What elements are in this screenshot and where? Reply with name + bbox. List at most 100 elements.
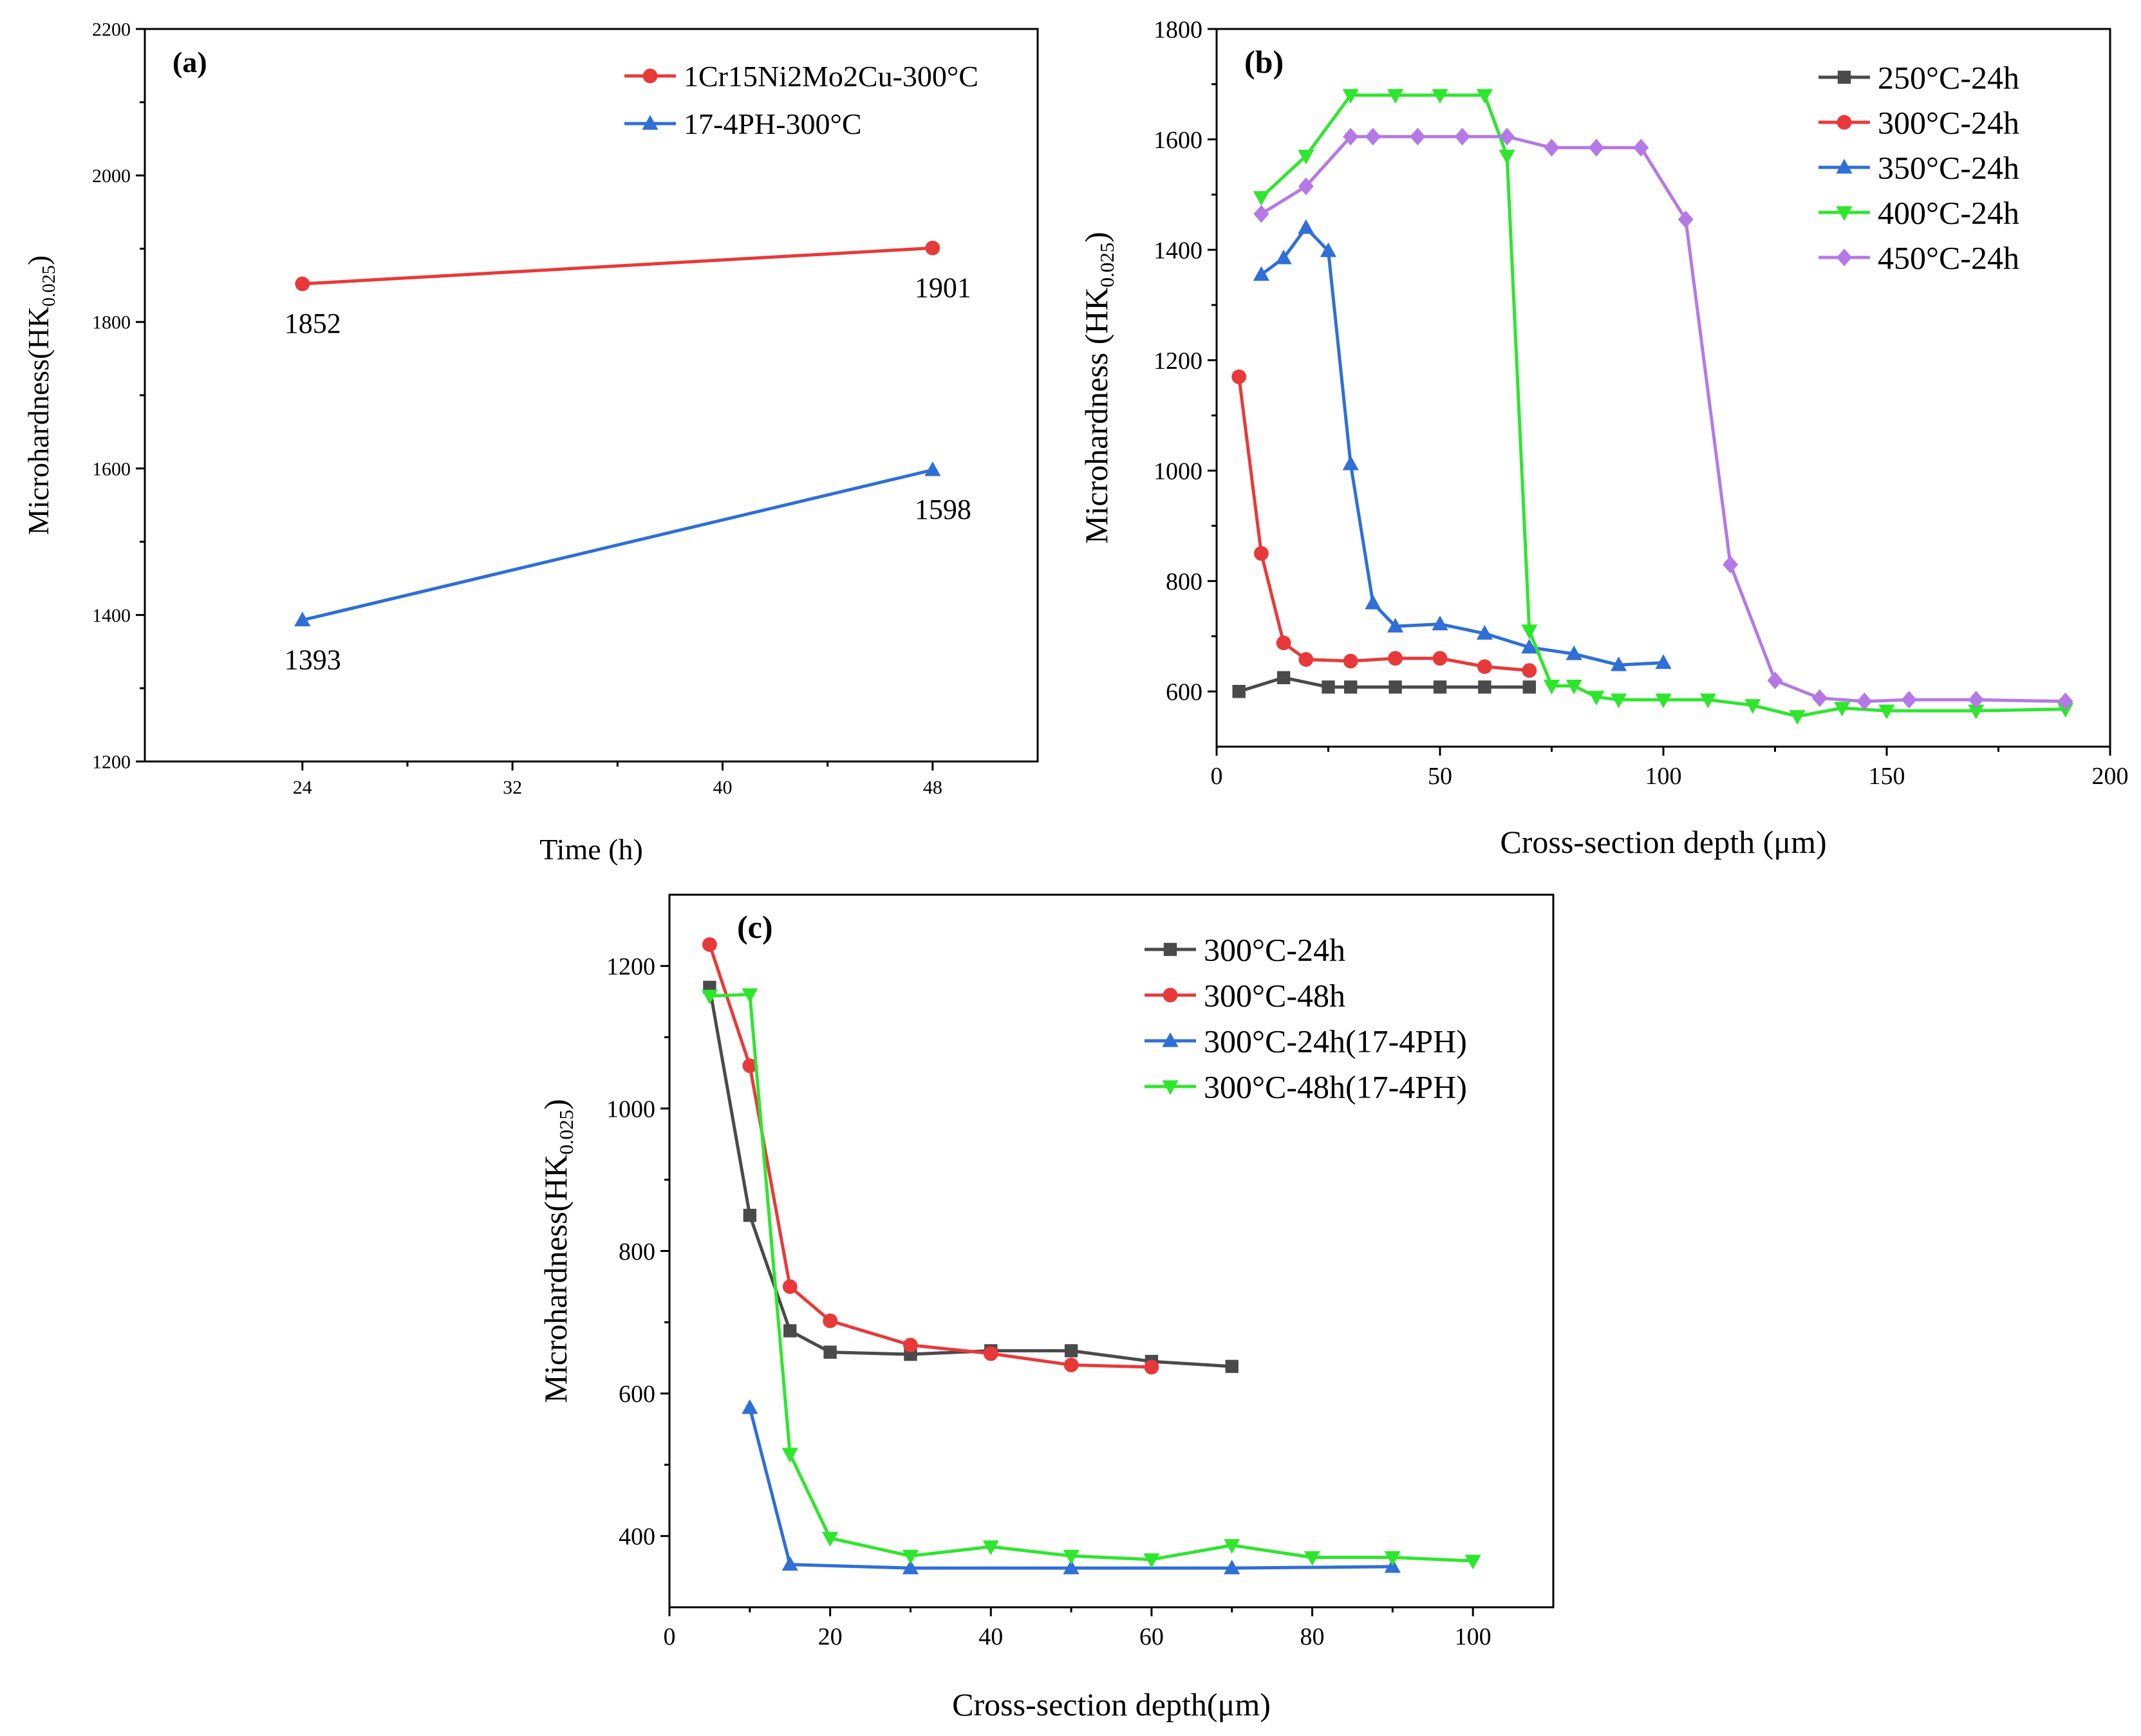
data-point — [1410, 127, 1426, 146]
x-tick-label: 0 — [1211, 763, 1223, 790]
data-point — [1968, 691, 1984, 709]
data-point — [1521, 624, 1538, 640]
data-point — [1276, 635, 1291, 651]
legend-marker — [1837, 115, 1852, 130]
data-point — [1253, 191, 1269, 206]
data-point — [1476, 89, 1493, 104]
data-point — [1476, 624, 1493, 640]
data-point — [1464, 1554, 1481, 1570]
x-tick-label: 200 — [2092, 763, 2129, 790]
legend-label: 300°C-24h(17-4PH) — [1204, 1023, 1467, 1059]
data-point — [1433, 680, 1447, 694]
data-point — [1499, 127, 1515, 146]
series-line — [709, 993, 1473, 1563]
data-point — [902, 1559, 919, 1574]
y-tick-label: 1000 — [606, 1096, 655, 1123]
y-axis-label: Microhardness(HK0.025) — [538, 1099, 577, 1403]
data-point — [1344, 680, 1358, 694]
y-tick-label: 2200 — [92, 19, 131, 41]
data-point — [1063, 1549, 1080, 1565]
data-point — [823, 1313, 838, 1329]
x-tick-label: 40 — [978, 1623, 1003, 1650]
x-axis-label: Time (h) — [539, 833, 643, 866]
series-line — [1237, 377, 1530, 673]
x-axis-label: Cross-section depth (μm) — [1500, 824, 1826, 860]
y-axis-label-close: ) — [538, 1099, 574, 1110]
y-tick-label: 2000 — [92, 165, 131, 187]
series-1: 1852 1901 — [285, 240, 971, 339]
data-point — [1566, 645, 1582, 660]
data-point — [1478, 680, 1491, 694]
data-point — [1143, 1553, 1160, 1569]
data-point — [1298, 219, 1314, 234]
data-point — [1767, 671, 1783, 689]
legend-marker — [1837, 70, 1851, 84]
data-point — [1342, 455, 1359, 471]
x-tick-label: 48 — [923, 777, 942, 798]
y-axis-label-sub: 0.025 — [39, 265, 59, 306]
data-point — [1655, 654, 1672, 669]
data-point — [1322, 680, 1335, 694]
data-point — [1611, 656, 1627, 671]
data-point — [1543, 680, 1560, 695]
data-point — [742, 1399, 758, 1414]
data-point — [982, 1540, 999, 1556]
data-point — [1699, 693, 1716, 709]
data-point — [1454, 127, 1470, 146]
data-point — [1811, 689, 1828, 707]
data-point — [1723, 555, 1739, 574]
x-tick-label: 24 — [293, 777, 312, 798]
panel-label: (c) — [737, 909, 773, 945]
x-tick-label: 40 — [713, 777, 732, 798]
data-point — [1521, 639, 1538, 654]
legend-entry: 17-4PH-300°C — [624, 107, 862, 140]
series-2: 1393 1598 — [285, 461, 971, 675]
data-point — [902, 1549, 919, 1565]
y-axis-label-main: Microhardness(HK — [22, 306, 55, 535]
data-point — [1544, 138, 1560, 157]
data-point — [1365, 127, 1381, 146]
legend-entry: 300°C-48h — [1145, 978, 1345, 1014]
legend-entry: 350°C-24h — [1818, 150, 2019, 186]
data-point — [1320, 242, 1337, 257]
x-tick-label: 100 — [1455, 1623, 1491, 1650]
data-point — [1477, 659, 1492, 675]
data-point — [782, 1279, 798, 1294]
legend-label: 300°C-48h — [1204, 978, 1345, 1014]
legend-label: 300°C-24h — [1878, 105, 2019, 141]
y-tick-label: 1000 — [1154, 458, 1202, 485]
data-point — [1834, 702, 1851, 717]
panel-label: (a) — [173, 46, 207, 79]
legend-marker — [1836, 206, 1853, 221]
x-tick-label: 20 — [818, 1623, 843, 1650]
data-point — [1878, 704, 1895, 720]
data-label: 1901 — [915, 272, 971, 303]
x-tick-label: 100 — [1645, 763, 1682, 790]
data-point — [1253, 205, 1269, 223]
x-tick-label: 60 — [1139, 1623, 1164, 1650]
data-point — [1655, 693, 1672, 709]
data-point — [1566, 680, 1582, 695]
data-point — [822, 1532, 839, 1547]
y-tick-label: 1600 — [1154, 127, 1202, 154]
data-point — [1343, 653, 1358, 669]
data-point — [1901, 691, 1917, 709]
series-line — [1238, 676, 1529, 693]
legend-label: 250°C-24h — [1878, 60, 2019, 96]
data-label: 1598 — [915, 494, 971, 525]
y-tick-label: 600 — [1166, 679, 1202, 706]
y-axis-label-sub: 0.025 — [1096, 243, 1118, 288]
data-point — [1588, 691, 1605, 706]
data-point — [1522, 663, 1537, 678]
data-point — [294, 611, 311, 626]
data-point — [701, 989, 718, 1005]
data-point — [1388, 680, 1402, 694]
legend-marker — [642, 68, 658, 84]
legend-entry: 450°C-24h — [1818, 240, 2019, 276]
legend-label: 17-4PH-300°C — [684, 107, 862, 140]
x-tick-label: 32 — [503, 777, 522, 798]
data-point — [781, 1556, 798, 1571]
data-point — [1678, 210, 1694, 229]
data-point — [702, 937, 717, 952]
data-point — [1275, 249, 1292, 265]
